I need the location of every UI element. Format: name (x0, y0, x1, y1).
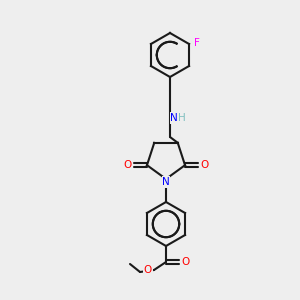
Text: O: O (124, 160, 132, 170)
Text: N: N (162, 177, 170, 187)
Text: O: O (200, 160, 208, 170)
Text: N: N (170, 113, 178, 123)
Text: O: O (144, 265, 152, 275)
Text: O: O (181, 257, 189, 267)
Text: F: F (194, 38, 200, 48)
Text: H: H (178, 113, 186, 123)
